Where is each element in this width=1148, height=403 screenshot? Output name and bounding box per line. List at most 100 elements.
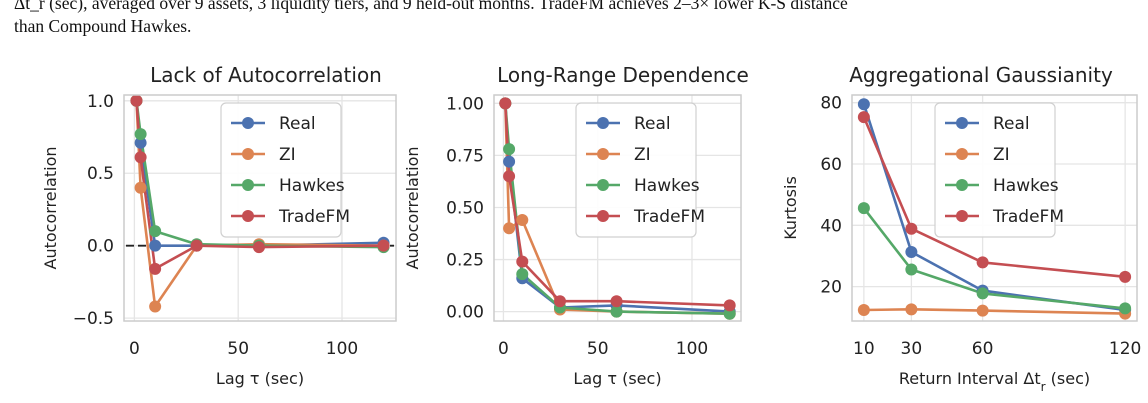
chart-title: Long-Range Dependence [497,63,749,87]
data-point-real [149,239,162,252]
legend-label-hawkes: Hawkes [634,176,700,196]
data-point-tradefm [857,111,870,124]
x-tick-label: 30 [901,339,923,359]
data-point-tradefm [553,295,566,308]
y-tick-label: 0.5 [87,164,114,184]
data-point-tradefm [252,241,265,254]
y-axis-label: Autocorrelation [403,147,422,270]
data-point-real [905,246,918,259]
legend-label-hawkes: Hawkes [279,176,345,196]
axes-frame [123,94,397,322]
chart-panel-aggregational-gaussianity: 10 30 60 120 80 60 40 20 Aggregational Gaussiani… [781,63,1141,394]
y-tick-label: 0.50 [446,198,484,218]
chart-title: Lack of Autocorrelation [150,63,382,87]
data-point-tradefm [516,255,529,268]
caption-line-1: Δt_r (sec), averaged over 9 assets, 3 li… [14,0,848,13]
x-tick-label: 50 [227,339,249,359]
legend-marker-zi [242,148,254,160]
legend-marker-hawkes [597,179,609,191]
data-point-tradefm [499,97,512,110]
data-point-zi [134,181,147,194]
data-point-zi [905,303,918,316]
data-point-tradefm [976,256,989,269]
data-point-tradefm [503,170,516,183]
legend-marker-hawkes [242,179,254,191]
caption-line-2: than Compound Hawkes. [14,16,192,36]
data-point-hawkes [1119,302,1132,315]
x-tick-label: 10 [853,339,875,359]
data-point-hawkes [516,268,529,281]
y-axis-label: Kurtosis [781,176,800,240]
figure-caption: Δt_r (sec), averaged over 9 assets, 3 li… [14,0,1144,38]
data-point-zi [976,304,989,317]
data-point-tradefm [610,295,623,308]
data-point-tradefm [134,151,147,164]
legend-marker-zi [956,148,968,160]
legend: Real ZI Hawkes TradeFM [575,102,705,238]
data-point-real [857,98,870,111]
legend-marker-real [956,117,968,129]
chart-panel-long-range-dependence: 0 50 100 1.00 0.75 0.50 0.25 0.00 Long-Range Dep… [403,63,749,388]
y-tick-label: 40 [820,216,842,236]
legend: Real ZI Hawkes TradeFM [220,102,350,238]
data-point-tradefm [905,222,918,235]
y-tick-label: 1.0 [87,92,114,112]
data-point-hawkes [503,143,516,156]
data-point-hawkes [134,128,147,141]
data-point-hawkes [857,202,870,215]
data-point-tradefm [190,239,203,252]
data-point-tradefm [130,94,143,107]
legend-label-real: Real [993,114,1030,134]
data-point-tradefm [377,239,390,252]
legend-marker-tradefm [956,210,968,222]
legend-box [220,102,342,238]
legend-marker-tradefm [597,210,609,222]
axes-frame [851,94,1138,322]
legend-label-zi: ZI [279,145,296,165]
x-tick-label: 0 [129,339,140,359]
data-point-hawkes [610,305,623,318]
x-axis-label: Lag τ (sec) [216,369,304,388]
y-tick-label: −0.5 [73,309,114,329]
data-point-real [134,136,147,149]
x-tick-label: 50 [587,339,609,359]
legend-box [575,102,697,238]
x-tick-label: 0 [498,339,509,359]
x-tick-label: 60 [972,339,994,359]
legend-label-real: Real [279,114,316,134]
data-point-hawkes [976,287,989,300]
legend-label-zi: ZI [993,145,1010,165]
x-tick-label: 100 [676,339,708,359]
chart-title: Aggregational Gaussianity [849,63,1113,87]
legend-marker-real [597,117,609,129]
y-tick-label: 0.00 [446,303,484,323]
y-tick-label: 1.00 [446,94,484,114]
series-line-tradefm [862,116,1126,279]
data-point-zi [503,222,516,235]
x-tick-label: 120 [1109,339,1141,359]
y-tick-label: 0.75 [446,146,484,166]
data-point-hawkes [149,225,162,238]
legend: Real ZI Hawkes TradeFM [934,102,1064,238]
axes-frame [493,94,742,322]
data-point-tradefm [723,299,736,312]
legend-label-real: Real [634,114,671,134]
legend-label-tradefm: TradeFM [278,207,350,227]
data-point-hawkes [905,263,918,276]
x-axis-label: Lag τ (sec) [573,369,661,388]
y-tick-label: 0.0 [87,237,114,257]
data-point-zi [516,213,529,226]
y-axis-label: Autocorrelation [41,147,60,270]
legend-label-zi: ZI [634,145,651,165]
y-tick-label: 0.25 [446,251,484,271]
legend-label-tradefm: TradeFM [992,207,1064,227]
legend-box [934,102,1056,238]
data-point-tradefm [149,262,162,275]
legend-label-tradefm: TradeFM [633,207,705,227]
series-line-zi [135,100,384,308]
y-tick-label: 20 [820,278,842,298]
x-axis-label: Return Interval Δtr (sec) [899,369,1090,394]
x-tick-label: 100 [326,339,358,359]
data-point-tradefm [1119,270,1132,283]
